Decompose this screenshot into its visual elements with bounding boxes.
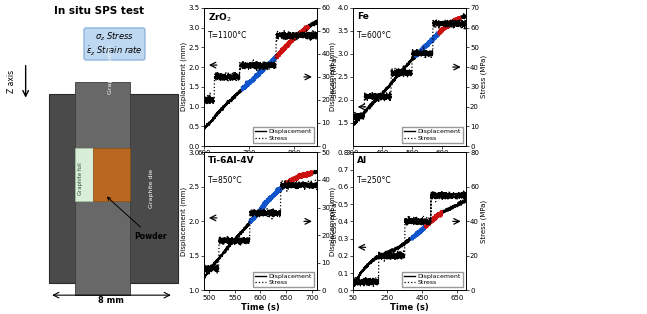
Y-axis label: Stress (MPa): Stress (MPa): [480, 200, 487, 243]
Text: Z axis: Z axis: [7, 70, 16, 93]
Legend: Displacement, Stress: Displacement, Stress: [253, 127, 314, 143]
Bar: [49, 94, 177, 283]
Legend: Displacement, Stress: Displacement, Stress: [253, 272, 314, 287]
Legend: Displacement, Stress: Displacement, Stress: [402, 272, 463, 287]
Text: Powder: Powder: [107, 197, 167, 241]
Text: Fe: Fe: [357, 12, 369, 21]
Text: $\boldsymbol{\sigma_z}$ $\it{Stress}$
$\boldsymbol{\dot{\varepsilon}_z}$ $\it{St: $\boldsymbol{\sigma_z}$ $\it{Stress}$ $\…: [86, 30, 143, 58]
Bar: [75, 148, 93, 201]
Y-axis label: Stress (MPa): Stress (MPa): [331, 200, 338, 243]
Bar: [75, 82, 130, 295]
Text: T=250°C: T=250°C: [357, 176, 392, 185]
Y-axis label: Displacement (mm): Displacement (mm): [329, 187, 336, 256]
Text: T=1100°C: T=1100°C: [208, 31, 248, 40]
Text: Ti-6Al-4V: Ti-6Al-4V: [208, 156, 255, 165]
Y-axis label: Displacement (mm): Displacement (mm): [181, 187, 187, 256]
X-axis label: Time (s): Time (s): [390, 303, 428, 312]
Text: T=850°C: T=850°C: [208, 176, 243, 185]
Text: Al: Al: [357, 156, 367, 165]
Legend: Displacement, Stress: Displacement, Stress: [402, 127, 463, 143]
Bar: [93, 148, 130, 201]
Y-axis label: Displacement (mm): Displacement (mm): [181, 42, 187, 111]
Text: Graphite foil: Graphite foil: [78, 163, 83, 195]
Text: Graphite die: Graphite die: [149, 169, 155, 208]
Y-axis label: Stress (MPa): Stress (MPa): [331, 55, 338, 99]
Text: 8 mm: 8 mm: [98, 295, 124, 305]
Y-axis label: Stress (MPa): Stress (MPa): [480, 55, 487, 99]
X-axis label: Time (s): Time (s): [241, 303, 280, 312]
Y-axis label: Displacement (mm): Displacement (mm): [329, 42, 336, 111]
Text: Graphite punch: Graphite punch: [108, 45, 113, 94]
Text: ZrO$_2$: ZrO$_2$: [208, 12, 232, 24]
Text: T=600°C: T=600°C: [357, 31, 392, 40]
Text: In situ SPS test: In situ SPS test: [54, 6, 144, 16]
